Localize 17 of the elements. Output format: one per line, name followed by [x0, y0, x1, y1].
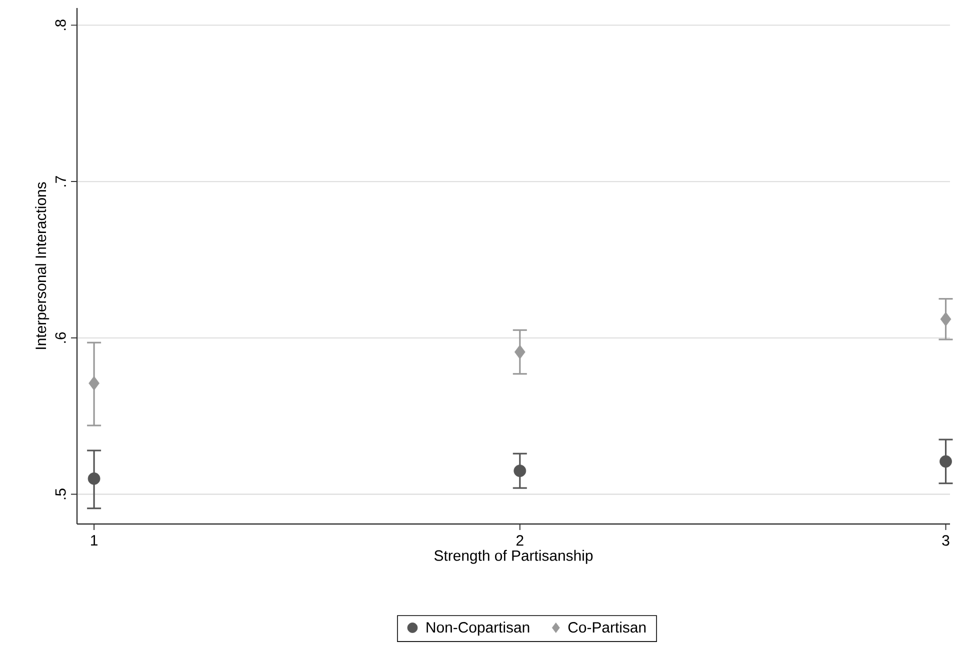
- x-tick-label: 1: [91, 535, 98, 546]
- point: [88, 376, 100, 390]
- y-axis-title: Interpersonal Interactions: [35, 182, 50, 349]
- y-tick-label: .8: [55, 20, 66, 30]
- point: [940, 312, 952, 326]
- legend-label: Co-Partisan: [568, 622, 646, 633]
- point: [940, 455, 952, 468]
- point: [88, 472, 100, 485]
- x-axis-title: Strength of Partisanship: [434, 550, 593, 564]
- x-tick-label: 2: [516, 535, 524, 546]
- y-tick-label: .6: [55, 332, 66, 343]
- x-tick-label: 3: [942, 535, 950, 546]
- legend-label: Non-Copartisan: [426, 622, 530, 636]
- point: [514, 344, 526, 360]
- point: [514, 464, 526, 478]
- y-tick-label: .7: [56, 176, 66, 186]
- y-tick-label: .5: [55, 488, 66, 500]
